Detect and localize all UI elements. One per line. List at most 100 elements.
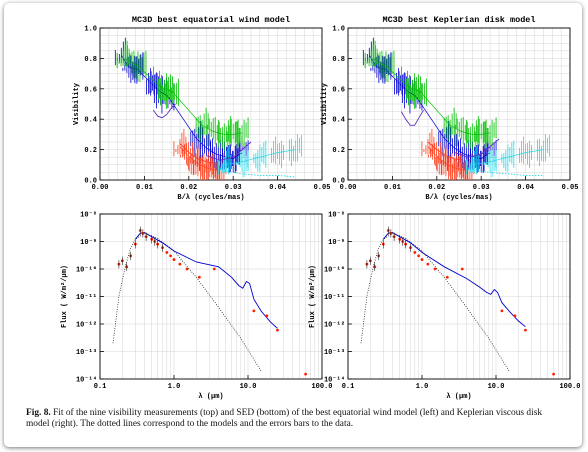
y-tick-label: 10⁻¹¹ [76,294,97,302]
x-tick-label: 0.02 [428,184,445,192]
visibility-model-line [224,170,296,178]
y-axis-label: Visibility [321,82,329,125]
chart-panel-2: 0.00 0.01 0.02 0.03 0.04 0.05 0.0 0.2 0.4 0.6 0.8 1… [321,15,578,202]
sed-data-point [265,314,269,318]
sed-data-point [212,267,216,271]
y-tick-label: 0.0 [84,178,97,186]
y-tick-label: 10⁻¹⁴ [76,377,97,385]
chart-title: MC3D best Keplerian disk model [382,15,535,25]
y-tick-label: 10⁻¹⁰ [76,266,97,275]
x-tick-label: 0.02 [180,184,197,192]
chart-panel-1: 0.00 0.01 0.02 0.03 0.04 0.05 0.0 0.2 0.4 0.6 0.8 1… [73,15,330,202]
visibility-model-line [454,138,500,158]
y-tick-label: 0.0 [332,178,345,186]
y-tick-label: 0.8 [84,56,97,64]
x-axis-label: B/λ (cycles/mas) [177,194,244,202]
x-tick-label: 1.0 [416,383,429,391]
y-tick-label: 10⁻¹² [324,322,345,330]
sed-data-point [552,372,555,376]
y-tick-label: 10⁻¹² [76,322,97,330]
sed-data-point [165,251,169,254]
sed-data-series [117,226,307,376]
y-tick-label: 10⁻¹³ [324,349,345,357]
plot-frame [99,27,323,181]
y-tick-label: 10⁻⁸ [80,212,97,220]
sed-data-point [524,328,527,332]
y-tick-label: 1.0 [84,26,97,34]
x-tick-label: 0.01 [384,184,401,192]
x-tick-label: 100.0 [311,383,332,391]
y-tick-label: 0.4 [84,117,97,125]
sed-data-point [276,328,279,332]
y-tick-label: 10⁻⁹ [80,239,97,247]
plot-frame [347,27,571,181]
visibility-data-series [364,40,497,151]
sed-model-line [382,232,526,328]
x-axis-label: B/λ (cycles/mas) [425,194,492,202]
visibility-model-line [152,103,176,119]
sed-data-point [413,251,417,254]
series-group [114,37,302,180]
y-tick-label: 10⁻¹³ [76,349,97,357]
y-tick-label: 10⁻⁸ [328,212,345,220]
visibility-model-line [427,141,464,161]
x-tick-label: 0.1 [342,383,355,391]
tick-labels: 0.00 0.01 0.02 0.03 0.04 0.05 0.0 0.2 0.4 0.6 0.8 1… [84,26,330,193]
sed-data-point [197,275,201,279]
sed-data-point [252,309,256,313]
x-tick-label: 0.04 [517,184,534,192]
y-tick-label: 10⁻⁹ [328,239,345,247]
chart-title: MC3D best equatorial wind model [132,15,290,25]
x-tick-label: 0.00 [92,184,109,192]
y-tick-label: 10⁻¹⁴ [324,377,345,385]
x-tick-label: 0.05 [562,184,579,192]
y-tick-label: 10⁻¹¹ [324,294,345,302]
visibility-data-line [122,58,243,135]
sed-data-point [426,262,430,266]
x-tick-label: 0.05 [314,184,331,192]
series-group [362,37,550,180]
tick-labels: 0.1 1.0 10.0 100.0 10⁻¹⁴ 10⁻¹³ 10⁻¹² 10⁻¹¹ 10⁻¹⁰… [76,212,333,392]
x-axis-label: λ (μm) [198,393,223,401]
x-tick-label: 0.01 [136,184,153,192]
visibility-data-line [370,58,491,135]
sed-data-point [185,267,189,271]
sed-data-point [417,254,421,258]
stellar-model-line [360,232,510,371]
x-tick-label: 1.0 [168,383,181,391]
sed-data-point [172,258,176,261]
figure-caption: Fig. 8. Fit of the nine visibility measu… [26,408,566,430]
chart-panel-3: 0.1 1.0 10.0 100.0 10⁻¹⁴ 10⁻¹³ 10⁻¹² 10⁻¹¹ 10⁻¹⁰… [61,212,333,402]
visibility-model-line [206,141,252,161]
sed-model-line [134,232,278,329]
x-tick-label: 0.00 [340,184,357,192]
visibility-data-series [217,134,302,178]
chart-panel-4: 0.1 1.0 10.0 100.010⁻¹⁴10⁻¹³10⁻¹²10⁻¹¹10⁻¹⁰… [309,212,581,402]
visibility-data-line [472,149,544,166]
y-tick-label: 0.6 [332,86,345,94]
caption-text: Fit of the nine visibility measurements … [26,408,543,429]
sed-data-point [304,372,307,376]
y-axis-label: Visibility [73,82,81,125]
sed-data-point [420,258,424,261]
y-tick-label: 0.4 [332,117,345,125]
x-tick-label: 0.1 [94,383,107,391]
x-tick-label: 100.0 [559,383,580,391]
x-axis-label: λ (μm) [446,393,471,401]
tick-labels: 0.1 1.0 10.0 100.0 10⁻¹⁴ 10⁻¹³ 10⁻¹² 10⁻¹¹ 10⁻¹⁰… [324,212,581,392]
visibility-data-line [427,146,468,172]
y-tick-label: 0.6 [84,86,97,94]
y-tick-label: 0.8 [332,56,345,64]
visibility-model-line [472,168,544,176]
sed-data-series [365,226,555,376]
sed-data-point [433,267,437,271]
sed-data-point [513,314,517,318]
y-tick-label: 1.0 [332,26,345,34]
stellar-model-line [112,232,262,371]
visibility-model-line [400,109,424,126]
sed-data-point [460,267,464,271]
x-tick-label: 0.04 [269,184,286,192]
caption-label: Fig. 8. [26,408,51,418]
sed-data-point [178,262,182,266]
